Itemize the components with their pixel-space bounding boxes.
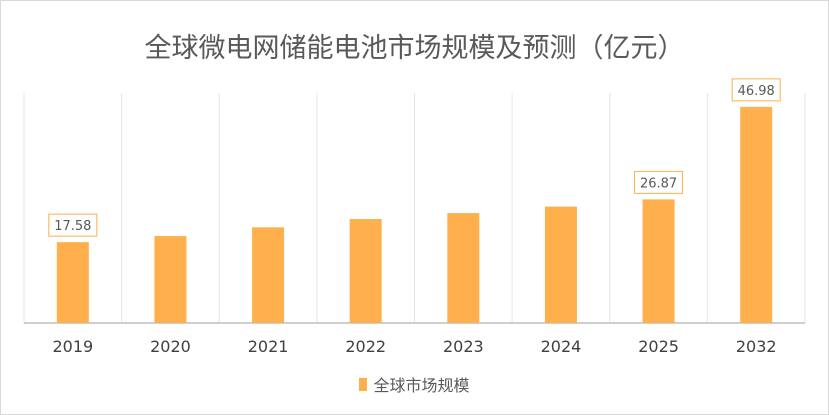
bar-2020	[154, 236, 187, 323]
data-label-text: 17.58	[54, 219, 91, 234]
data-label-box	[731, 78, 781, 102]
data-labels: 17.58 26.87 46.98	[48, 78, 781, 237]
x-tick-label: 2025	[638, 337, 679, 356]
gridlines	[23, 93, 806, 324]
data-label-box	[634, 170, 684, 194]
data-label-2019: 17.58	[48, 213, 98, 237]
data-label-2032: 46.98	[731, 78, 781, 102]
bars	[56, 106, 773, 323]
data-label-text: 26.87	[640, 176, 677, 191]
data-label-box	[48, 213, 98, 237]
chart-title: 全球微电网储能电池市场规模及预测（亿元）	[144, 33, 685, 64]
x-tick-label: 2022	[345, 337, 386, 356]
bar-2025	[642, 199, 675, 323]
data-label-2025: 26.87	[634, 170, 684, 194]
x-tick-label: 2024	[541, 337, 582, 356]
x-tick-label: 2032	[736, 337, 777, 356]
bar-2032	[740, 106, 773, 323]
data-label-text: 46.98	[738, 84, 775, 99]
bar-2022	[349, 219, 382, 323]
bar-2024	[544, 206, 577, 323]
bar-2019	[56, 242, 89, 323]
x-tick-labels: 2019 2020 2021 2022 2023 2024 2025 2032	[52, 337, 776, 356]
x-tick-label: 2019	[52, 337, 93, 356]
bar-2023	[447, 213, 480, 323]
legend-swatch	[359, 377, 368, 391]
legend-label: 全球市场规模	[373, 376, 470, 395]
bar-2021	[252, 227, 285, 323]
x-tick-label: 2020	[150, 337, 191, 356]
legend: 全球市场规模	[0, 372, 829, 396]
x-tick-label: 2021	[248, 337, 289, 356]
x-tick-label: 2023	[443, 337, 484, 356]
